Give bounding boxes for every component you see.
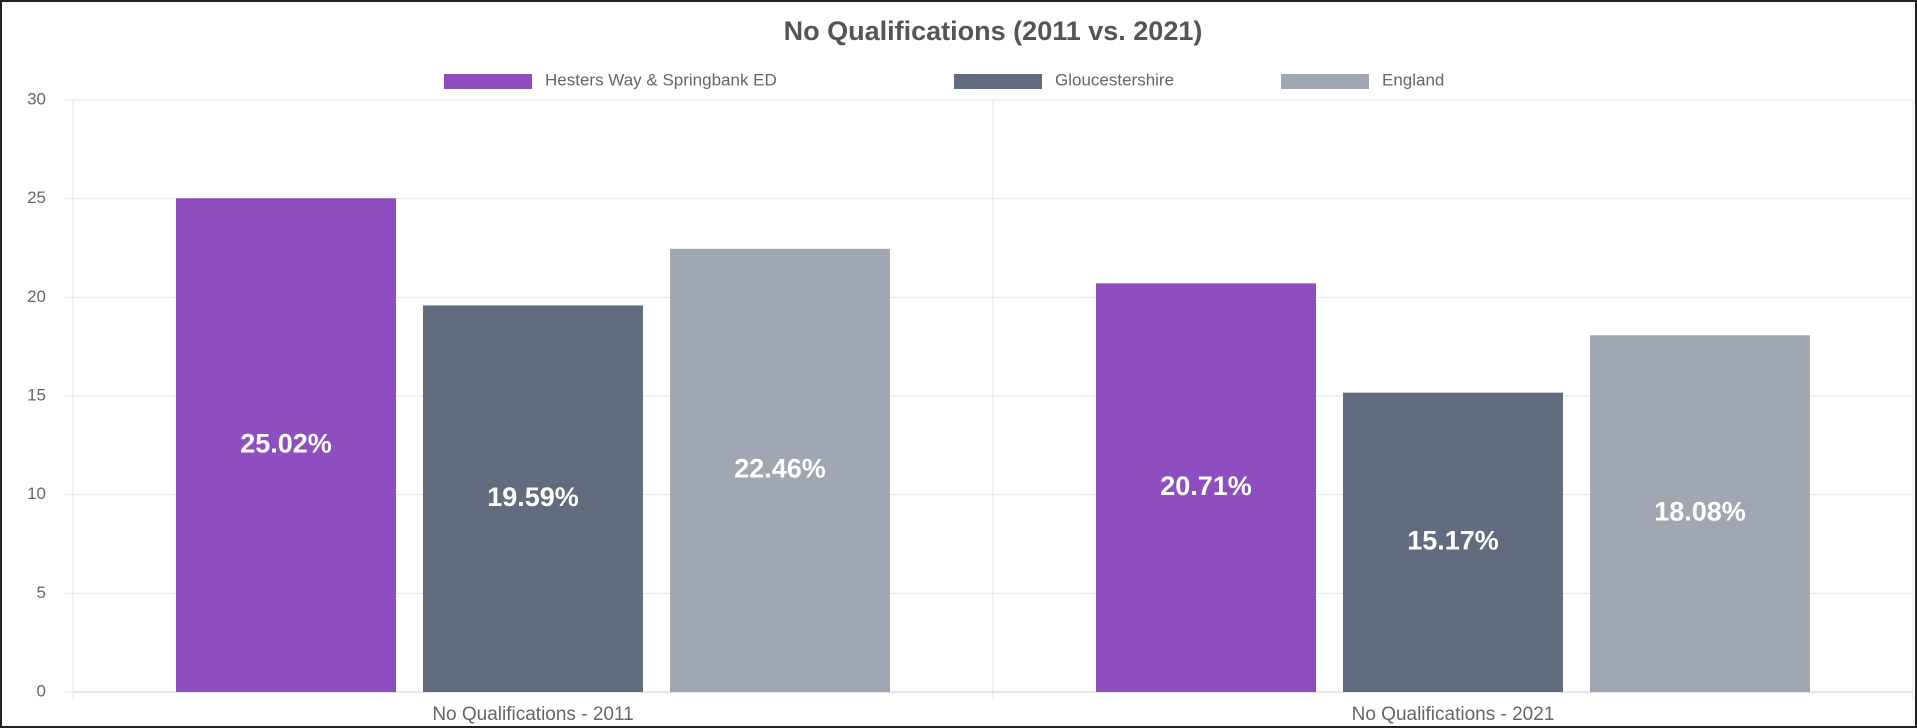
value-label: 15.17% [1407, 525, 1499, 555]
y-tick-label: 30 [27, 89, 46, 108]
bar [670, 248, 890, 692]
y-tick-label: 5 [37, 583, 46, 602]
legend-label: England [1382, 70, 1444, 89]
value-label: 19.59% [487, 482, 579, 512]
legend-swatch [1281, 74, 1369, 89]
bar [1590, 335, 1810, 692]
value-label: 20.71% [1160, 471, 1252, 501]
bar [1096, 283, 1316, 692]
y-tick-label: 20 [27, 287, 46, 306]
y-tick-label: 25 [27, 188, 46, 207]
bar [423, 305, 643, 692]
y-tick-label: 0 [37, 681, 46, 700]
legend-label: Hesters Way & Springbank ED [545, 70, 777, 89]
value-label: 25.02% [240, 428, 332, 458]
legend-swatch [444, 74, 532, 89]
value-label: 18.08% [1654, 497, 1746, 527]
y-tick-label: 10 [27, 484, 46, 503]
legend-label: Gloucestershire [1055, 70, 1174, 89]
bar [176, 198, 396, 692]
x-tick-label: No Qualifications - 2011 [432, 704, 633, 725]
bar [1343, 392, 1563, 692]
legend-swatch [954, 74, 1042, 89]
x-tick-label: No Qualifications - 2021 [1352, 704, 1555, 725]
y-tick-label: 15 [27, 385, 46, 404]
value-label: 22.46% [734, 454, 826, 484]
chart-title: No Qualifications (2011 vs. 2021) [784, 16, 1203, 46]
